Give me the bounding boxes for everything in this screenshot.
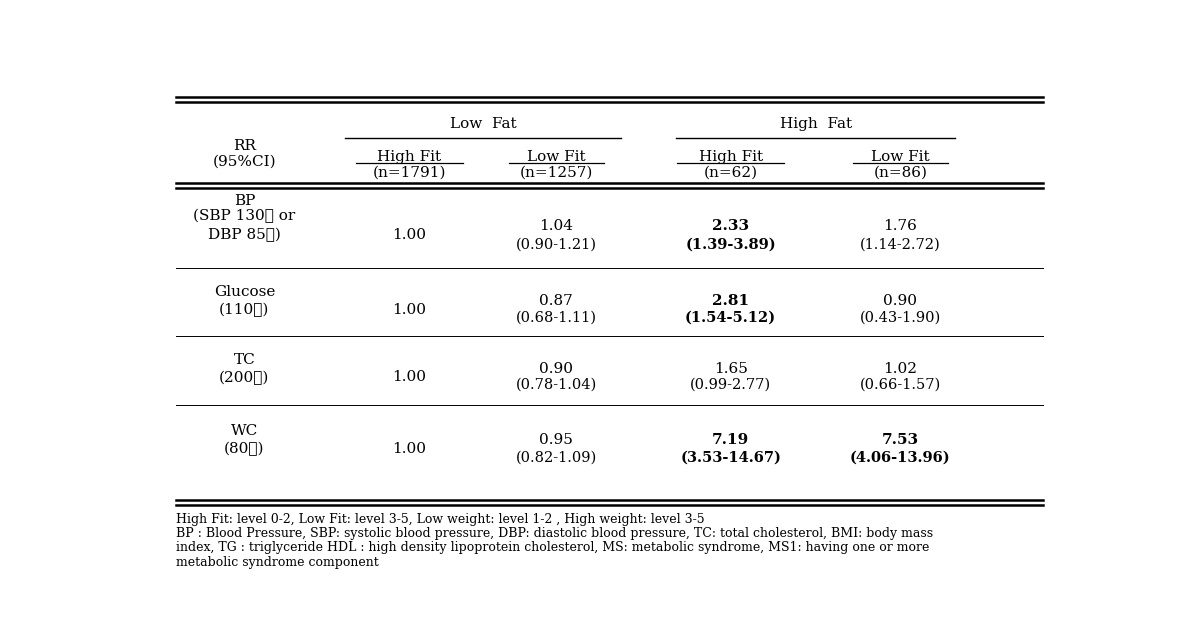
Text: (0.99-2.77): (0.99-2.77) xyxy=(690,378,771,392)
Text: (95%CI): (95%CI) xyxy=(213,155,276,169)
Text: TC: TC xyxy=(233,353,256,367)
Text: metabolic syndrome component: metabolic syndrome component xyxy=(175,556,378,569)
Text: (n=62): (n=62) xyxy=(703,166,758,180)
Text: 1.65: 1.65 xyxy=(714,362,747,376)
Text: (0.43-1.90): (0.43-1.90) xyxy=(860,311,941,325)
Text: 7.19: 7.19 xyxy=(712,433,749,448)
Text: (n=86): (n=86) xyxy=(874,166,927,180)
Text: 2.33: 2.33 xyxy=(712,219,749,233)
Text: 0.90: 0.90 xyxy=(883,294,918,308)
Text: 1.00: 1.00 xyxy=(393,303,426,317)
Text: Low  Fat: Low Fat xyxy=(450,117,516,131)
Text: (4.06-13.96): (4.06-13.96) xyxy=(850,451,951,464)
Text: RR: RR xyxy=(233,138,256,153)
Text: Low Fit: Low Fit xyxy=(527,149,586,164)
Text: 2.81: 2.81 xyxy=(712,294,749,308)
Text: (n=1791): (n=1791) xyxy=(373,166,446,180)
Text: WC: WC xyxy=(231,424,258,439)
Text: 0.95: 0.95 xyxy=(540,433,573,448)
Text: High Fit: level 0-2, Low Fit: level 3-5, Low weight: level 1-2 , High weight: le: High Fit: level 0-2, Low Fit: level 3-5,… xyxy=(175,513,704,526)
Text: (110≧): (110≧) xyxy=(219,303,270,317)
Text: (0.78-1.04): (0.78-1.04) xyxy=(516,378,597,392)
Text: 1.04: 1.04 xyxy=(540,219,573,233)
Text: 7.53: 7.53 xyxy=(882,433,919,448)
Text: High Fit: High Fit xyxy=(699,149,762,164)
Text: High Fit: High Fit xyxy=(378,149,442,164)
Text: (1.54-5.12): (1.54-5.12) xyxy=(686,311,777,325)
Text: (0.68-1.11): (0.68-1.11) xyxy=(516,311,597,325)
Text: (0.82-1.09): (0.82-1.09) xyxy=(516,451,597,464)
Text: DBP 85≧): DBP 85≧) xyxy=(208,228,281,242)
Text: index, TG : triglyceride HDL : high density lipoprotein cholesterol, MS: metabol: index, TG : triglyceride HDL : high dens… xyxy=(175,542,929,554)
Text: (3.53-14.67): (3.53-14.67) xyxy=(681,451,781,464)
Text: (0.90-1.21): (0.90-1.21) xyxy=(516,238,597,251)
Text: BP : Blood Pressure, SBP: systolic blood pressure, DBP: diastolic blood pressure: BP : Blood Pressure, SBP: systolic blood… xyxy=(175,527,933,540)
Text: High  Fat: High Fat xyxy=(780,117,852,131)
Text: (1.14-2.72): (1.14-2.72) xyxy=(860,238,941,251)
Text: BP: BP xyxy=(233,194,255,208)
Text: (SBP 130≧ or: (SBP 130≧ or xyxy=(193,209,296,223)
Text: 1.76: 1.76 xyxy=(883,219,918,233)
Text: (n=1257): (n=1257) xyxy=(520,166,593,180)
Text: (80≧): (80≧) xyxy=(224,442,264,457)
Text: 1.00: 1.00 xyxy=(393,228,426,242)
Text: 1.02: 1.02 xyxy=(883,362,918,376)
Text: (200≧): (200≧) xyxy=(219,371,270,385)
Text: 1.00: 1.00 xyxy=(393,442,426,456)
Text: Glucose: Glucose xyxy=(213,285,275,299)
Text: 1.00: 1.00 xyxy=(393,370,426,384)
Text: Low Fit: Low Fit xyxy=(871,149,929,164)
Text: 0.90: 0.90 xyxy=(540,362,573,376)
Text: 0.87: 0.87 xyxy=(540,294,573,308)
Text: (0.66-1.57): (0.66-1.57) xyxy=(860,378,941,392)
Text: (1.39-3.89): (1.39-3.89) xyxy=(686,238,776,251)
